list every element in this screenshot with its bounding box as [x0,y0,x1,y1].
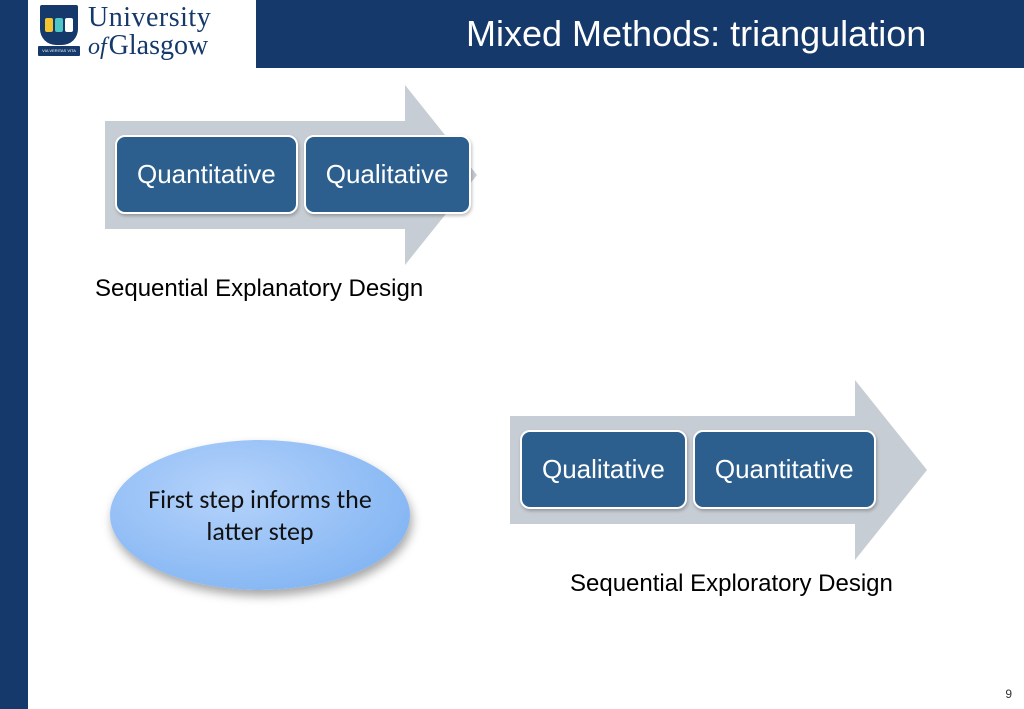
caption-exploratory: Sequential Exploratory Design [570,570,940,598]
method-box-quantitative: Quantitative [115,135,298,214]
university-logo: VIA VERITAS VITA University ofGlasgow [38,4,211,60]
method-box-qualitative: Qualitative [304,135,471,214]
caption-explanatory: Sequential Explanatory Design [95,275,495,303]
method-box-quantitative: Quantitative [693,430,876,509]
logo-line1: University [88,4,211,32]
university-name: University ofGlasgow [88,4,211,60]
logo-line2-prefix: of [88,34,107,60]
slide-title: Mixed Methods: triangulation [466,13,926,55]
method-box-qualitative: Qualitative [520,430,687,509]
bubble-text: First step informs the latter step [140,483,380,548]
info-bubble: First step informs the latter step [110,440,410,590]
diagram-explanatory: Quantitative Qualitative Sequential Expl… [75,85,495,303]
logo-line2: Glasgow [109,30,209,61]
arrow-bg-bottom: Qualitative Quantitative [480,380,940,560]
header-bar: Mixed Methods: triangulation [256,0,1024,68]
crest-icon: VIA VERITAS VITA [38,5,80,59]
page-number: 9 [1005,687,1012,701]
arrow-bg-top: Quantitative Qualitative [75,85,495,265]
diagram-exploratory: Qualitative Quantitative Sequential Expl… [480,380,940,598]
left-accent-bar [0,0,28,709]
